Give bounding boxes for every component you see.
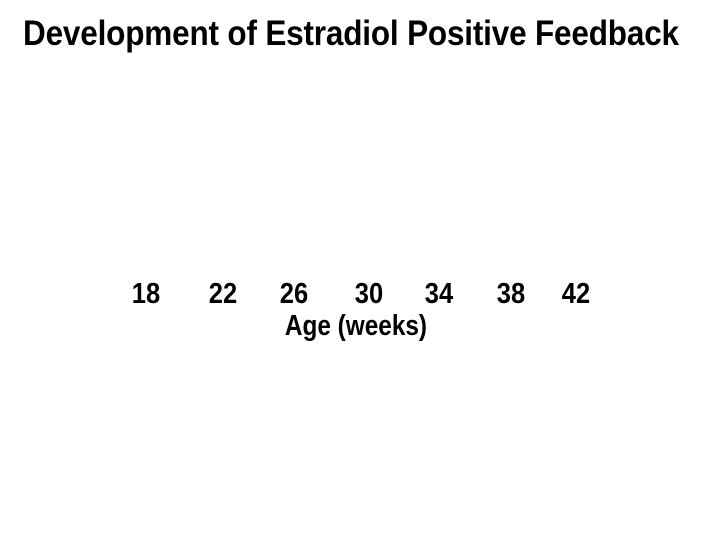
x-tick-30: 30 — [354, 278, 384, 310]
x-tick-38: 38 — [496, 278, 526, 310]
x-tick-34: 34 — [424, 278, 454, 310]
x-tick-18: 18 — [131, 278, 161, 310]
x-tick-42: 42 — [561, 278, 591, 310]
x-axis-title: Age (weeks) — [284, 310, 428, 342]
x-tick-22: 22 — [208, 278, 238, 310]
slide-title: Development of Estradiol Positive Feedba… — [23, 14, 679, 53]
x-tick-26: 26 — [279, 278, 309, 310]
